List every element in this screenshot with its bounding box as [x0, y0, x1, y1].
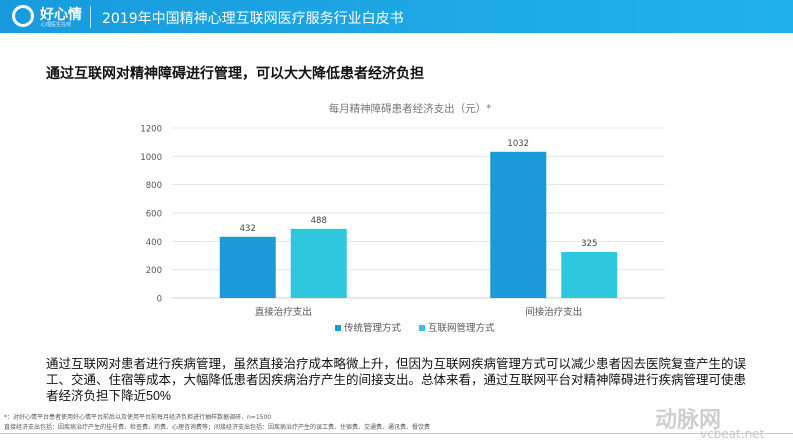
summary-percent: 50%	[146, 389, 172, 403]
chart-title: 每月精神障碍患者经济支出（元）*	[329, 102, 492, 115]
y-tick-label: 200	[146, 266, 162, 276]
footnote-1: *：对好心情平台患者使用好心情平台前后以及使用平台前每月经济负担进行抽样数据调研…	[4, 414, 272, 421]
legend-swatch	[419, 325, 425, 331]
data-label: 1032	[507, 139, 529, 149]
y-tick-label: 400	[146, 238, 162, 248]
heart-logo-icon	[12, 5, 34, 27]
headline: 通过互联网对精神障碍进行管理，可以大大降低患者经济负担	[46, 66, 424, 82]
summary-text: 通过互联网对患者进行疾病管理，虽然直接治疗成本略微上升，但因为互联网疾病管理方式…	[46, 356, 756, 404]
header-title: 2019年中国精神心理互联网医疗服务行业白皮书	[102, 11, 404, 27]
watermark-url: vcbeat.net	[700, 427, 765, 441]
header-bar: 好心情 心理医生在线 2019年中国精神心理互联网医疗服务行业白皮书	[0, 0, 793, 33]
bar	[490, 151, 547, 298]
bar	[219, 236, 276, 298]
logo-text: 好心情	[40, 7, 82, 23]
x-tick-label: 直接治疗支出	[255, 306, 312, 318]
y-tick-label: 1000	[140, 153, 162, 163]
header-divider	[90, 6, 91, 28]
data-label: 488	[311, 216, 327, 226]
bar	[290, 228, 347, 298]
summary-body: 通过互联网对患者进行疾病管理，虽然直接治疗成本略微上升，但因为互联网疾病管理方式…	[46, 356, 747, 403]
x-tick-label: 间接治疗支出	[525, 306, 582, 318]
logo-subtext: 心理医生在线	[41, 22, 72, 28]
y-tick-label: 1200	[140, 125, 162, 135]
y-tick-label: 600	[146, 210, 162, 220]
watermark-brand: 动脉网	[655, 408, 722, 433]
bar	[561, 251, 618, 298]
legend-label: 传统管理方式	[344, 322, 402, 334]
footnote-2: 直接经济支出包括：因疾病治疗产生的挂号费、检查费、药费、心理咨询费等；间接经济支…	[4, 424, 431, 431]
y-tick-label: 800	[146, 181, 162, 191]
legend-label: 互联网管理方式	[428, 322, 495, 334]
legend-swatch	[335, 325, 341, 331]
data-label: 325	[581, 239, 597, 249]
bottom-divider	[0, 433, 793, 434]
y-tick-label: 0	[157, 295, 162, 305]
data-label: 432	[240, 224, 256, 234]
